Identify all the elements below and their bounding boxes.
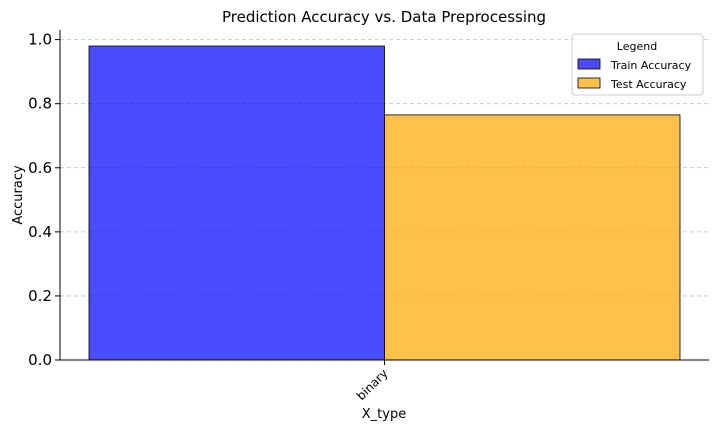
x-axis-label: X_type <box>362 407 406 422</box>
bar-train-accuracy <box>88 45 385 361</box>
chart-title: Prediction Accuracy vs. Data Preprocessi… <box>222 8 546 26</box>
y-tick-label: 1.0 <box>28 31 52 49</box>
y-ticks: 0.0 0.2 0.4 0.6 0.8 1.0 <box>28 31 60 369</box>
legend-swatch <box>577 58 601 70</box>
legend-swatch <box>577 77 601 89</box>
y-tick-label: 0.2 <box>28 287 52 305</box>
y-tick-label: 0.4 <box>28 223 52 241</box>
bar-test-accuracy <box>384 114 681 361</box>
bars <box>88 45 681 361</box>
legend-title: Legend <box>617 40 657 53</box>
legend-label: Test Accuracy <box>610 78 687 91</box>
y-tick-label: 0.8 <box>28 95 52 113</box>
legend: Legend Train Accuracy Test Accuracy <box>571 33 704 96</box>
legend-label: Train Accuracy <box>610 59 692 72</box>
y-axis-label: Accuracy <box>11 165 26 225</box>
legend-items: Train Accuracy Test Accuracy <box>577 58 692 91</box>
y-tick-label: 0.6 <box>28 159 52 177</box>
y-tick-label: 0.0 <box>28 351 52 369</box>
legend-box <box>571 33 704 96</box>
